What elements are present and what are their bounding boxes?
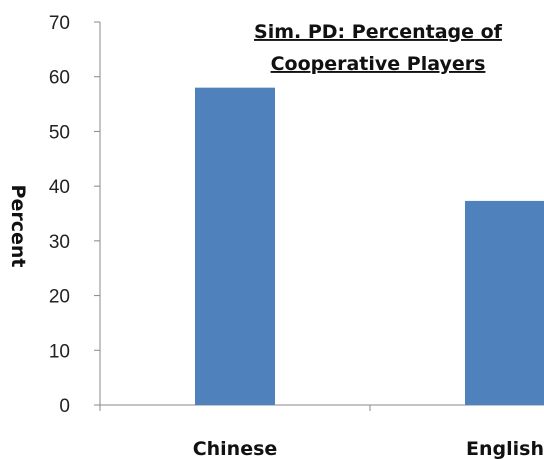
chart-title-line-2: Cooperative Players (271, 53, 486, 75)
y-tick-label: 40 (49, 177, 70, 198)
y-tick-label: 0 (59, 396, 70, 417)
y-tick-label: 20 (49, 287, 70, 308)
y-tick-label: 60 (49, 68, 70, 89)
bars (195, 87, 544, 406)
chart-title-line-1: Sim. PD: Percentage of (254, 21, 503, 43)
x-category-label: Chinese (193, 438, 278, 459)
y-tick-label: 50 (49, 122, 70, 143)
y-axis-title: Percent (7, 185, 29, 268)
category-labels: Chinese English (99, 405, 544, 459)
y-tick-label: 30 (49, 232, 70, 253)
y-ticks: 0 10 20 30 40 50 60 70 (49, 13, 100, 417)
x-category-label: English (466, 438, 544, 459)
y-tick-label: 70 (49, 13, 70, 34)
bar-english (465, 200, 544, 405)
bar-chinese (195, 87, 275, 406)
y-tick-label: 10 (49, 341, 70, 362)
